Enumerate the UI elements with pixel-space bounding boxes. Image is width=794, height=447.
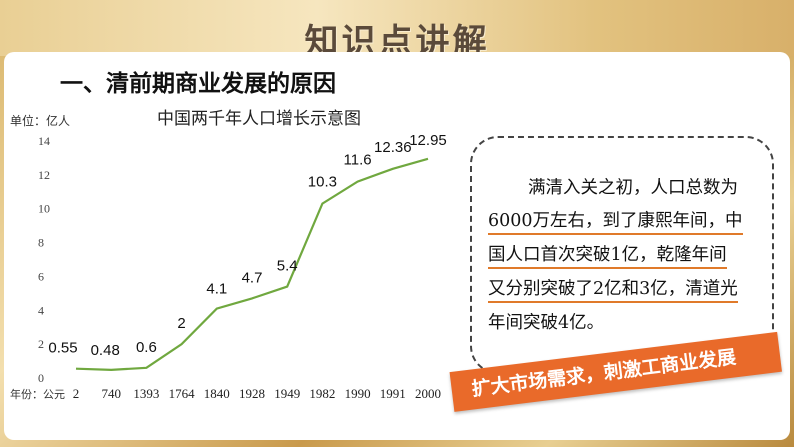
x-tick-label: 1928 [239,386,265,401]
quote-line-3: 国人口首次突破1亿，乾隆年间 [488,241,727,269]
header-band [0,0,794,56]
y-tick-label: 0 [38,371,44,385]
chart-unit-label: 单位：亿人 [10,114,71,128]
y-tick-label: 10 [38,202,50,216]
data-label: 4.7 [242,269,263,286]
x-axis-prefix: 年份：公元 [10,387,65,401]
y-axis: 0 2 4 6 8 10 12 14 [38,134,50,385]
chart-title: 中国两千年人口增长示意图 [157,109,361,129]
data-label: 0.48 [91,342,120,359]
data-label: 0.55 [48,340,77,357]
quote-line-5: 年间突破4亿。 [488,313,605,333]
x-tick-label: 1982 [309,386,335,401]
y-tick-label: 8 [38,236,44,250]
quote-line-4: 又分别突破了2亿和3亿，清道光 [488,275,738,303]
y-tick-label: 14 [38,134,50,148]
y-tick-label: 6 [38,269,44,283]
data-label: 0.6 [136,339,157,356]
x-tick-label: 1949 [274,386,300,401]
series-line [75,157,429,372]
x-tick-label: 1764 [169,386,196,401]
data-label: 4.1 [206,281,227,298]
quote-line-2: 6000万左右，到了康熙年间，中 [488,207,743,235]
quote-line-1: 满清入关之初，人口总数为 [528,178,738,198]
data-label: 11.6 [344,152,372,169]
quote-box [470,136,774,374]
x-axis: 年份：公元 2 740 1393 1764 1840 1928 1949 1982 1990 199… [10,386,441,401]
x-tick-label: 2000 [415,386,441,401]
section-title: 一、清前期商业发展的原因 [60,71,336,97]
data-label: 12.95 [409,132,447,149]
data-label: 2 [177,315,185,332]
y-tick-label: 12 [38,168,50,182]
data-label: 10.3 [308,174,337,191]
x-tick-label: 2 [73,386,80,401]
x-tick-label: 1991 [380,386,406,401]
x-tick-label: 1990 [345,386,371,401]
x-tick-label: 1840 [204,386,230,401]
data-label: 5.4 [277,258,298,275]
x-tick-label: 1393 [133,386,159,401]
y-tick-label: 4 [38,303,44,317]
data-label: 12.36 [374,139,412,156]
y-tick-label: 2 [38,337,44,351]
x-tick-label: 740 [101,386,121,401]
